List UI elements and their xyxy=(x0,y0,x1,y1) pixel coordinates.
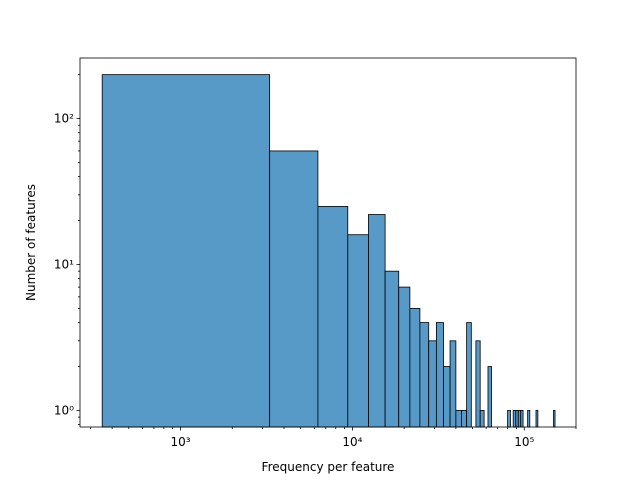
x-tick-label: 10⁴ xyxy=(342,435,362,449)
histogram-bar-2 xyxy=(317,206,349,428)
histogram-bar-12 xyxy=(449,340,457,428)
histogram-bar-7 xyxy=(409,308,421,428)
x-tick-label: 10³ xyxy=(170,435,190,449)
histogram-bar-14 xyxy=(461,410,468,428)
histogram-bar-18 xyxy=(479,410,485,428)
histogram-bar-15 xyxy=(466,322,472,428)
y-tick-label: 10² xyxy=(54,112,74,126)
y-axis-label: Number of features xyxy=(24,184,38,301)
x-tick-label: 10⁵ xyxy=(514,435,534,449)
histogram-bar-17 xyxy=(475,340,481,428)
histogram-bar-26 xyxy=(527,410,531,428)
histogram-bar-13 xyxy=(455,410,462,428)
histogram-bar-9 xyxy=(428,340,437,428)
histogram-bar-21 xyxy=(507,410,511,428)
y-tick-label: 10¹ xyxy=(54,257,74,271)
histogram-bar-3 xyxy=(347,234,369,428)
histogram-bar-10 xyxy=(435,322,444,428)
histogram-bar-1 xyxy=(269,150,319,428)
y-tick-label: 10⁰ xyxy=(54,403,74,417)
histogram-bar-5 xyxy=(384,270,400,428)
histogram-bar-8 xyxy=(419,322,430,428)
histogram-bar-20 xyxy=(487,366,492,428)
bars-layer xyxy=(101,74,556,428)
histogram-bar-4 xyxy=(368,214,386,428)
plot-frame xyxy=(79,57,577,428)
histogram-bar-27 xyxy=(535,410,539,428)
histogram-bar-6 xyxy=(398,286,411,428)
histogram-bar-25 xyxy=(520,410,524,428)
x-axis-label: Frequency per feature xyxy=(262,460,395,474)
histogram-bar-0 xyxy=(101,74,271,428)
y-axis: 10⁰ 10¹ 10² xyxy=(54,74,80,425)
x-axis: 10³ 10⁴ 10⁵ xyxy=(90,427,577,449)
histogram-bar-11 xyxy=(443,366,451,428)
histogram-bar-28 xyxy=(553,410,556,428)
